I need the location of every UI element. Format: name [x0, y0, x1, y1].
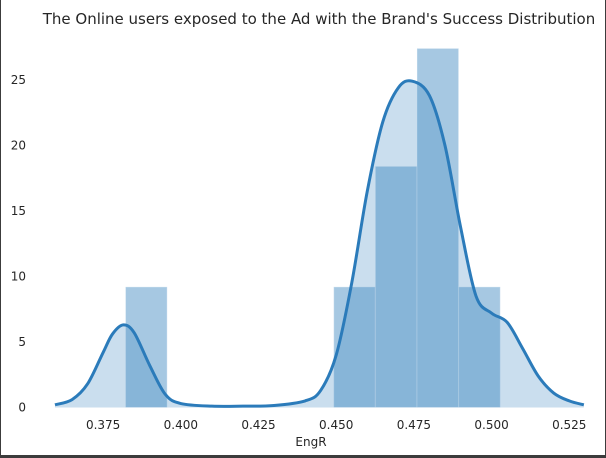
x-tick-label: 0.475 — [397, 418, 431, 432]
y-tick-label: 10 — [11, 269, 26, 283]
chart-title: The Online users exposed to the Ad with … — [42, 10, 596, 28]
x-tick-label: 0.375 — [86, 418, 120, 432]
kde-fill-area — [54, 80, 584, 408]
y-tick-label: 25 — [11, 73, 26, 87]
histogram-bars — [125, 47, 501, 408]
x-tick-label: 0.425 — [241, 418, 275, 432]
y-tick-label: 5 — [18, 335, 26, 349]
x-tick-labels: 0.375 0.400 0.425 0.450 0.475 0.500 0.525 — [86, 418, 586, 432]
y-tick-label: 15 — [11, 204, 26, 218]
kde-curve — [54, 79, 585, 408]
x-tick-label: 0.500 — [474, 418, 508, 432]
x-tick-label: 0.525 — [552, 418, 586, 432]
histogram-bar-2 — [333, 286, 376, 408]
x-tick-label: 0.400 — [164, 418, 198, 432]
x-tick-label: 0.450 — [319, 418, 353, 432]
histogram-bar-4 — [416, 47, 460, 408]
x-axis-label: EngR — [295, 435, 326, 449]
y-tick-labels: 0 5 10 15 20 25 — [11, 73, 26, 415]
histogram-bar-3 — [374, 165, 418, 408]
y-tick-label: 20 — [11, 138, 26, 152]
y-tick-label: 0 — [18, 400, 26, 414]
histogram-bar-5 — [458, 286, 501, 408]
